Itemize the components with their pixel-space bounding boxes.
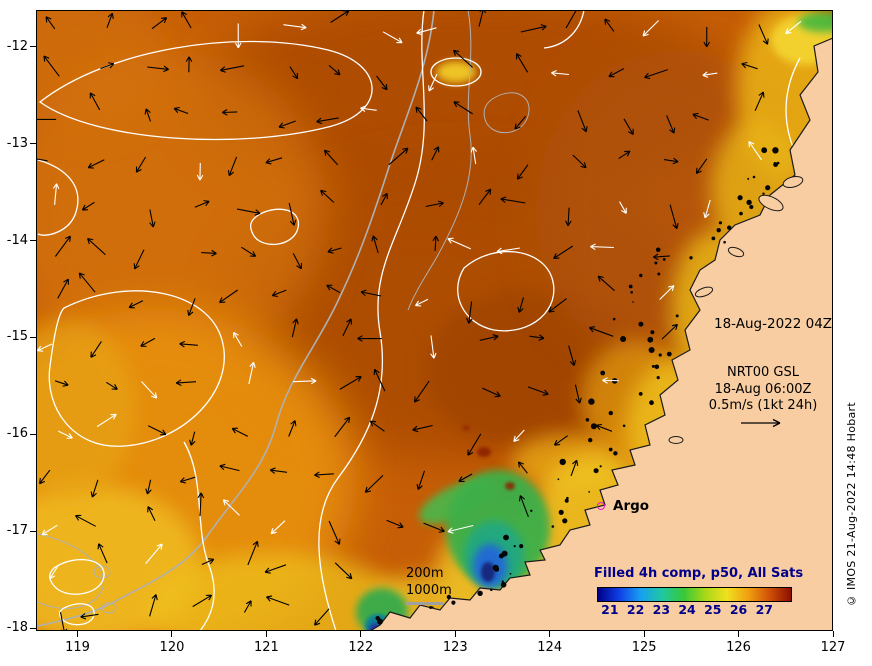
argo-label: Argo bbox=[613, 498, 650, 514]
x-tick bbox=[454, 631, 456, 637]
coastal-island-specks bbox=[375, 147, 780, 625]
x-tick-label: 120 bbox=[159, 640, 185, 655]
argo-marker-icon bbox=[597, 502, 605, 510]
x-tick bbox=[832, 631, 834, 637]
vector-legend-time: 18-Aug 06:00Z bbox=[714, 381, 812, 397]
sst-map bbox=[36, 10, 833, 631]
colorbar-tick-label: 21 bbox=[601, 602, 619, 617]
vector-legend-model: NRT00 GSL bbox=[727, 365, 799, 380]
x-tick-label: 122 bbox=[348, 640, 374, 655]
y-tick bbox=[30, 433, 36, 435]
colorbar bbox=[597, 587, 792, 602]
y-tick-label: -13 bbox=[6, 135, 28, 151]
colorbar-tick-label: 24 bbox=[678, 602, 696, 617]
datetime-annotation: 18-Aug-2022 04Z bbox=[714, 316, 833, 332]
x-tick-label: 121 bbox=[253, 640, 279, 655]
y-tick-label: -12 bbox=[6, 38, 28, 54]
x-tick bbox=[265, 631, 267, 637]
y-tick bbox=[30, 627, 36, 629]
x-tick bbox=[643, 631, 645, 637]
y-tick bbox=[30, 240, 36, 242]
depth-contour-sample-line bbox=[406, 602, 443, 605]
x-tick-label: 123 bbox=[442, 640, 468, 655]
x-tick-label: 119 bbox=[65, 640, 90, 655]
x-tick bbox=[738, 631, 740, 637]
y-tick bbox=[30, 46, 36, 48]
x-tick bbox=[77, 631, 79, 637]
y-tick-label: -16 bbox=[6, 426, 28, 442]
bathymetry-contours bbox=[37, 10, 530, 627]
colorbar-tick-label: 26 bbox=[729, 602, 748, 617]
colorbar-tick-label: 23 bbox=[652, 602, 671, 617]
land-region bbox=[368, 37, 833, 631]
colorbar-tick-label: 27 bbox=[755, 602, 773, 617]
x-tick bbox=[360, 631, 362, 637]
x-tick bbox=[549, 631, 551, 637]
colorbar-tick-label: 22 bbox=[626, 602, 645, 617]
vector-legend-scale: 0.5m/s (1kt 24h) bbox=[708, 398, 818, 413]
colorbar-tick-label: 25 bbox=[704, 602, 722, 617]
y-tick-label: -17 bbox=[6, 523, 28, 539]
reference-arrow-icon bbox=[741, 418, 781, 427]
x-tick-label: 126 bbox=[726, 640, 751, 655]
y-tick-label: -18 bbox=[6, 620, 28, 636]
argo-float-annotation: Argo bbox=[597, 498, 649, 514]
contour-depth-legend: 200m 1000m bbox=[406, 565, 452, 605]
vector-legend: NRT00 GSL 18-Aug 06:00Z 0.5m/s (1kt 24h) bbox=[696, 365, 830, 428]
x-tick-label: 124 bbox=[537, 640, 563, 655]
plot-frame bbox=[36, 10, 833, 631]
credit-text: © IMOS 21-Aug-2022 14:48 Hobart bbox=[845, 402, 858, 608]
y-tick bbox=[30, 143, 36, 145]
x-tick bbox=[171, 631, 173, 637]
offshore-islands bbox=[668, 176, 804, 444]
x-tick-label: 127 bbox=[820, 640, 846, 655]
y-tick-label: -15 bbox=[6, 329, 28, 345]
colorbar-title: Filled 4h comp, p50, All Sats bbox=[594, 566, 804, 581]
depth-1000m-label: 1000m bbox=[406, 583, 452, 598]
y-tick bbox=[30, 530, 36, 532]
y-tick bbox=[30, 336, 36, 338]
x-tick-label: 125 bbox=[631, 640, 657, 655]
y-tick-label: -14 bbox=[6, 232, 28, 248]
depth-200m-label: 200m bbox=[406, 566, 444, 581]
